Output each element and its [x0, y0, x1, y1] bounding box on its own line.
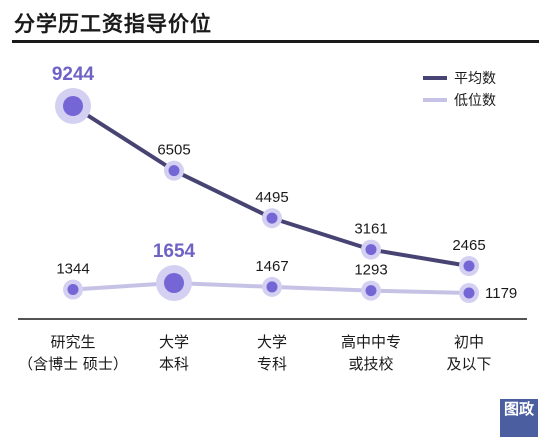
point-dot — [365, 244, 377, 256]
category-label-line: （含博士 硕士） — [18, 355, 128, 373]
low-point-4 — [459, 283, 479, 303]
point-dot — [463, 287, 475, 299]
legend: 平均数 低位数 — [423, 71, 496, 109]
point-dot — [168, 165, 180, 177]
legend-label-avg: 平均数 — [454, 71, 496, 87]
avg-point-4 — [459, 256, 479, 276]
value-label: 6505 — [157, 142, 190, 159]
category-label-line: 初中 — [454, 333, 484, 351]
category-label-line: 研究生 — [50, 333, 95, 351]
avg-point-0 — [55, 88, 91, 124]
label-layer: 9244 6505 4495 3161 2465 1344 1654 1467 1293 1179 — [52, 64, 517, 302]
point-dot — [266, 281, 278, 293]
category-label-line: 大学 — [159, 333, 189, 351]
value-label: 1179 — [485, 285, 517, 302]
point-dot — [266, 212, 278, 224]
category-label-line: 或技校 — [348, 355, 393, 373]
value-label: 4495 — [255, 189, 288, 206]
value-label: 1293 — [354, 262, 387, 279]
value-label: 2465 — [452, 237, 485, 254]
value-label: 3161 — [354, 221, 387, 238]
chart-title: 分学历工资指导价位 — [14, 12, 212, 36]
low-point-0 — [63, 279, 83, 300]
value-label: 1344 — [56, 261, 89, 278]
avg-point-1 — [164, 160, 184, 181]
point-dot — [63, 96, 83, 116]
series-layer — [55, 88, 479, 303]
low-point-2 — [262, 276, 282, 297]
category-label-0: 研究生 （含博士 硕士） — [18, 333, 128, 373]
value-label: 1467 — [255, 258, 288, 275]
category-label-line: 及以下 — [446, 355, 491, 373]
point-dot — [164, 273, 184, 293]
watermark-badge: 图政 — [500, 399, 538, 437]
avg-point-3 — [361, 239, 381, 260]
value-label: 1654 — [153, 241, 196, 262]
legend-label-low: 低位数 — [454, 93, 496, 109]
point-dot — [463, 260, 475, 272]
low-point-3 — [361, 280, 381, 301]
category-label-line: 本科 — [159, 355, 189, 373]
series-line-avg — [71, 104, 471, 268]
category-label-line: 大学 — [257, 333, 287, 351]
avg-point-2 — [262, 208, 282, 229]
title-divider — [12, 40, 539, 43]
category-label-line: 专科 — [257, 355, 287, 373]
value-label: 9244 — [52, 64, 95, 85]
point-dot — [67, 284, 79, 296]
low-point-1 — [156, 265, 192, 301]
category-label-line: 高中中专 — [341, 333, 401, 351]
point-dot — [365, 285, 377, 297]
